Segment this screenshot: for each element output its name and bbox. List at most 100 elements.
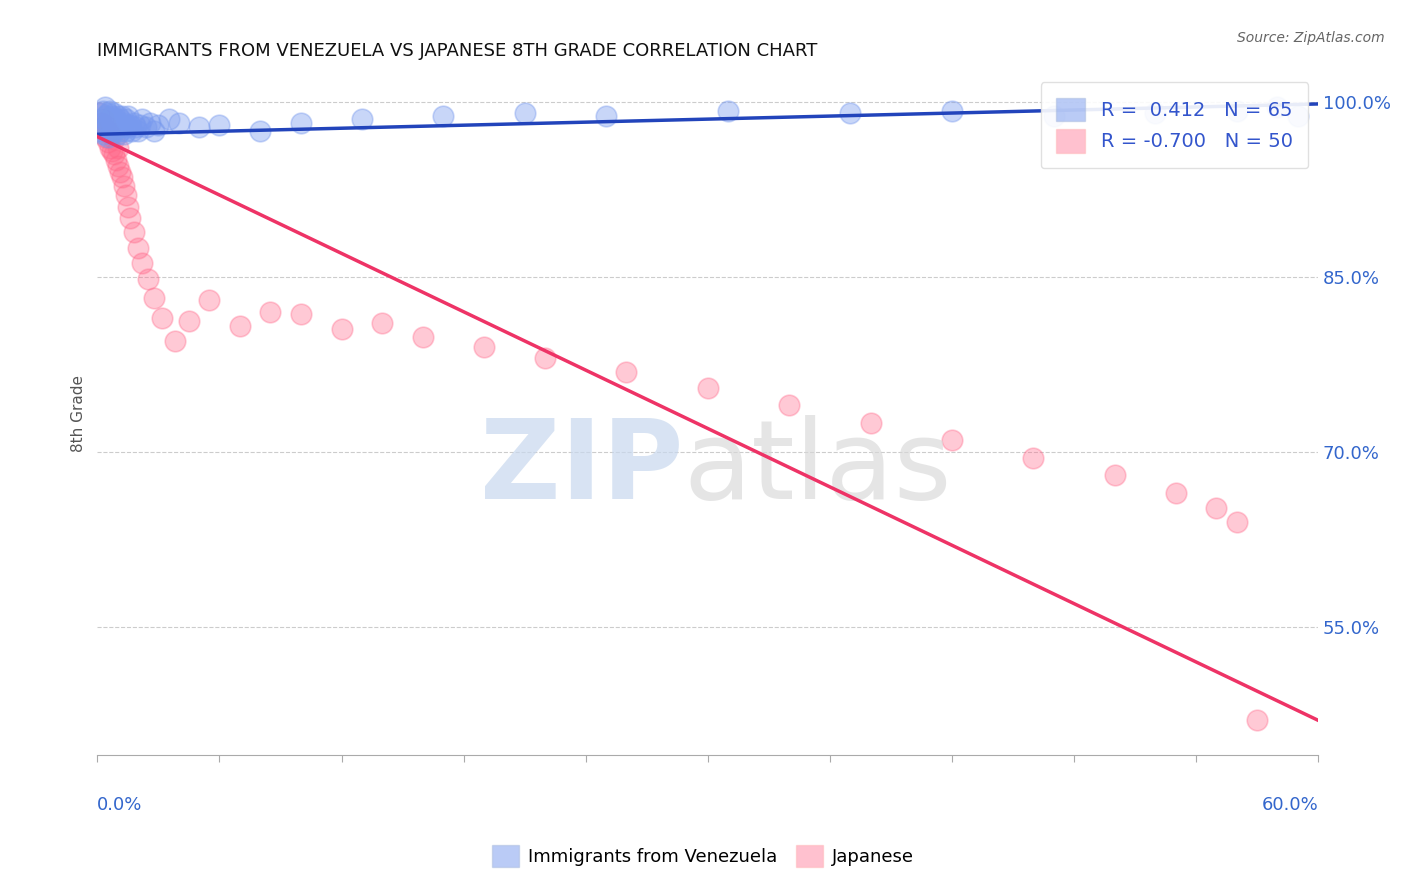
Point bbox=[129, 118, 152, 132]
Point bbox=[107, 159, 129, 173]
Point bbox=[163, 334, 186, 348]
Point bbox=[135, 120, 157, 135]
Point bbox=[717, 103, 740, 118]
Point bbox=[93, 112, 115, 127]
Point bbox=[778, 398, 800, 412]
Point bbox=[111, 120, 134, 135]
Text: atlas: atlas bbox=[683, 415, 952, 522]
Point bbox=[249, 124, 271, 138]
Point bbox=[1286, 109, 1309, 123]
Point bbox=[139, 115, 162, 129]
Point bbox=[412, 330, 434, 344]
Point bbox=[1205, 500, 1227, 515]
Text: Source: ZipAtlas.com: Source: ZipAtlas.com bbox=[1237, 31, 1385, 45]
Point bbox=[131, 112, 153, 127]
Point bbox=[122, 225, 145, 239]
Point bbox=[127, 241, 149, 255]
Point bbox=[94, 118, 117, 132]
Point bbox=[259, 304, 281, 318]
Point bbox=[98, 103, 121, 118]
Point bbox=[143, 124, 166, 138]
Y-axis label: 8th Grade: 8th Grade bbox=[72, 376, 86, 452]
Text: 0.0%: 0.0% bbox=[97, 797, 143, 814]
Point bbox=[121, 124, 143, 138]
Point bbox=[104, 120, 127, 135]
Point bbox=[100, 144, 122, 158]
Point bbox=[112, 128, 135, 142]
Point bbox=[125, 120, 148, 135]
Point bbox=[98, 124, 121, 138]
Point bbox=[112, 178, 135, 193]
Point bbox=[111, 109, 134, 123]
Point bbox=[148, 118, 170, 132]
Point bbox=[330, 322, 353, 336]
Point bbox=[350, 112, 373, 127]
Point bbox=[98, 141, 121, 155]
Point bbox=[941, 433, 963, 447]
Point bbox=[100, 109, 122, 123]
Point bbox=[177, 314, 200, 328]
Legend: Immigrants from Venezuela, Japanese: Immigrants from Venezuela, Japanese bbox=[485, 838, 921, 874]
Point bbox=[108, 164, 131, 178]
Legend: R =  0.412   N = 65, R = -0.700   N = 50: R = 0.412 N = 65, R = -0.700 N = 50 bbox=[1040, 82, 1309, 169]
Point bbox=[208, 118, 231, 132]
Point bbox=[94, 100, 117, 114]
Point bbox=[117, 109, 139, 123]
Point bbox=[93, 103, 115, 118]
Point bbox=[167, 115, 190, 129]
Point bbox=[229, 318, 252, 333]
Point bbox=[1164, 485, 1187, 500]
Point bbox=[839, 106, 862, 120]
Point bbox=[108, 124, 131, 138]
Point bbox=[859, 416, 882, 430]
Point bbox=[1144, 106, 1167, 120]
Point bbox=[114, 188, 136, 202]
Point bbox=[100, 128, 122, 142]
Text: IMMIGRANTS FROM VENEZUELA VS JAPANESE 8TH GRADE CORRELATION CHART: IMMIGRANTS FROM VENEZUELA VS JAPANESE 8T… bbox=[97, 42, 818, 60]
Point bbox=[94, 120, 117, 135]
Point bbox=[198, 293, 221, 307]
Point bbox=[93, 112, 115, 127]
Point bbox=[290, 115, 312, 129]
Point bbox=[89, 106, 111, 120]
Point bbox=[614, 366, 637, 380]
Point bbox=[96, 106, 118, 120]
Point bbox=[103, 124, 125, 138]
Text: ZIP: ZIP bbox=[479, 415, 683, 522]
Text: 60.0%: 60.0% bbox=[1261, 797, 1319, 814]
Point bbox=[112, 115, 135, 129]
Point bbox=[1104, 468, 1126, 483]
Point bbox=[117, 200, 139, 214]
Point bbox=[100, 118, 122, 132]
Point bbox=[94, 129, 117, 144]
Point bbox=[104, 112, 127, 127]
Point bbox=[96, 136, 118, 150]
Point bbox=[1226, 515, 1249, 529]
Point bbox=[98, 112, 121, 127]
Point bbox=[107, 128, 129, 142]
Point bbox=[89, 124, 111, 138]
Point bbox=[1226, 103, 1249, 118]
Point bbox=[117, 120, 139, 135]
Point bbox=[93, 128, 115, 142]
Point bbox=[103, 106, 125, 120]
Point bbox=[96, 115, 118, 129]
Point bbox=[1022, 450, 1045, 465]
Point bbox=[1267, 100, 1289, 114]
Point bbox=[1246, 714, 1268, 728]
Point bbox=[534, 351, 557, 366]
Point bbox=[122, 115, 145, 129]
Point bbox=[96, 129, 118, 144]
Point bbox=[114, 112, 136, 127]
Point bbox=[103, 132, 125, 146]
Point bbox=[107, 109, 129, 123]
Point bbox=[104, 153, 127, 167]
Point bbox=[90, 115, 112, 129]
Point bbox=[90, 106, 112, 120]
Point bbox=[90, 118, 112, 132]
Point bbox=[96, 124, 118, 138]
Point bbox=[941, 103, 963, 118]
Point bbox=[157, 112, 180, 127]
Point bbox=[143, 291, 166, 305]
Point bbox=[432, 109, 454, 123]
